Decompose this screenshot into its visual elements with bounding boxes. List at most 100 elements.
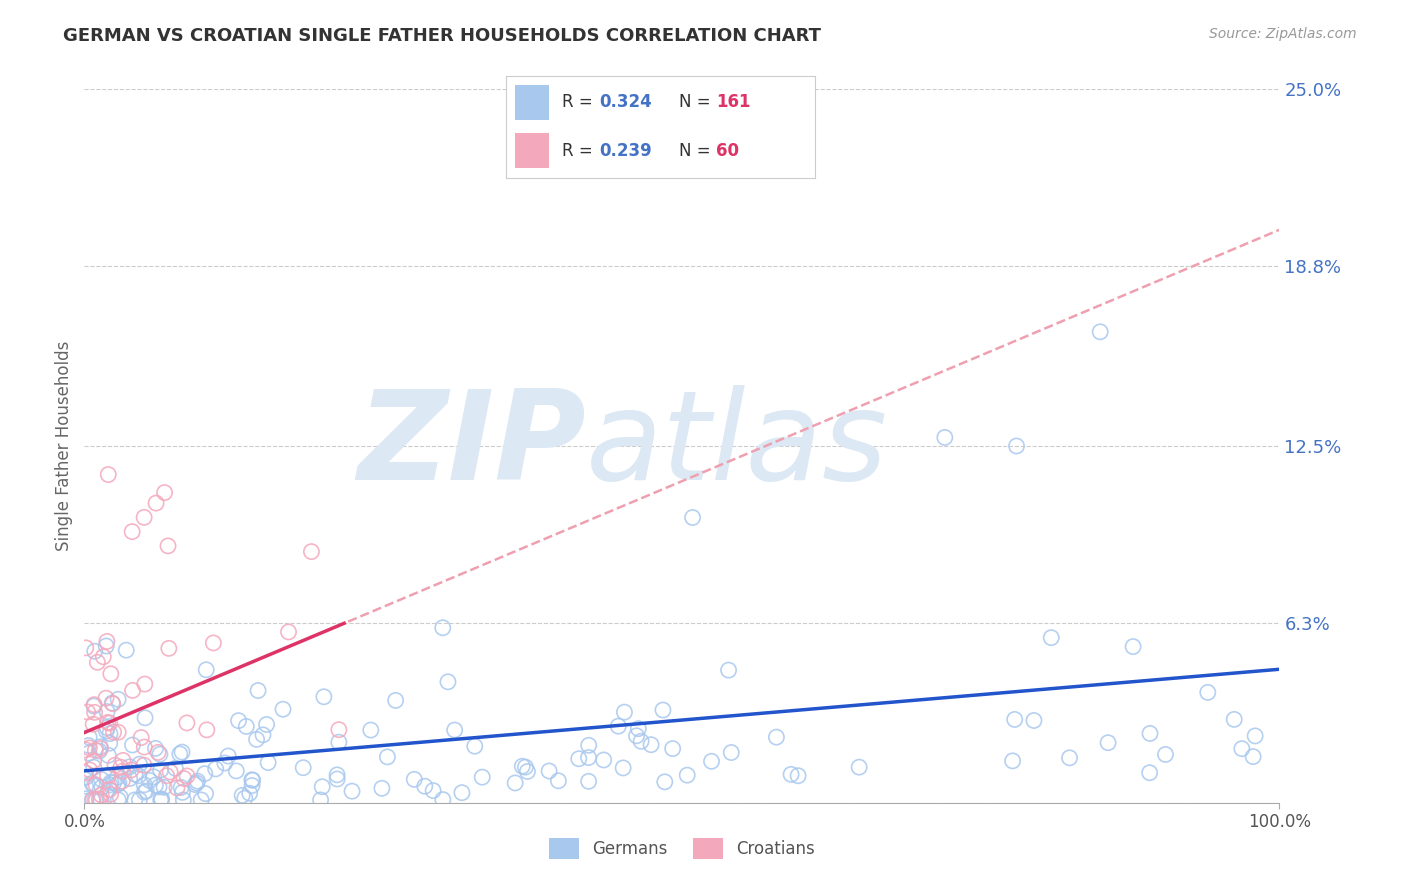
Point xyxy=(97,748,120,763)
Point xyxy=(247,683,270,698)
Point xyxy=(240,779,263,793)
Point xyxy=(134,785,156,799)
Point xyxy=(153,485,176,500)
Point xyxy=(627,722,650,736)
Point xyxy=(75,640,97,655)
Text: 60: 60 xyxy=(717,142,740,160)
Point xyxy=(165,761,187,775)
Point xyxy=(84,778,107,792)
Point xyxy=(661,741,683,756)
Point xyxy=(630,734,652,748)
Point xyxy=(1223,712,1246,726)
Point xyxy=(100,787,122,801)
Point xyxy=(225,764,247,778)
Point xyxy=(547,773,569,788)
Point xyxy=(108,776,131,790)
Point xyxy=(146,746,169,760)
Point xyxy=(145,496,167,510)
Point xyxy=(194,766,217,780)
Point xyxy=(340,784,363,798)
Point xyxy=(124,767,146,781)
Point xyxy=(578,739,600,753)
Point xyxy=(787,769,810,783)
Point xyxy=(173,772,195,786)
Point xyxy=(79,740,101,755)
Point xyxy=(404,772,426,787)
Point xyxy=(75,765,97,780)
Point xyxy=(166,780,188,795)
Point xyxy=(510,759,533,773)
Point xyxy=(83,754,105,768)
Point xyxy=(202,636,225,650)
Point xyxy=(228,714,250,728)
Point xyxy=(235,719,257,733)
Point xyxy=(89,791,111,805)
Point xyxy=(301,544,323,558)
Point xyxy=(464,739,486,754)
Point xyxy=(96,634,118,648)
Point xyxy=(626,729,648,743)
Point xyxy=(568,752,591,766)
Point xyxy=(195,723,218,737)
Point xyxy=(443,723,465,737)
Point xyxy=(83,644,105,658)
Point xyxy=(731,125,754,139)
Point xyxy=(107,725,129,739)
Point xyxy=(309,793,332,807)
Point xyxy=(214,756,236,770)
Point xyxy=(134,739,156,754)
Point xyxy=(111,774,134,789)
Point xyxy=(138,773,160,788)
Point xyxy=(121,524,143,539)
Point xyxy=(103,775,125,789)
Point xyxy=(413,779,436,793)
Point xyxy=(682,510,704,524)
Point xyxy=(326,772,349,786)
Point xyxy=(83,698,105,712)
Point xyxy=(1230,741,1253,756)
Point xyxy=(245,732,267,747)
Text: R =: R = xyxy=(562,142,598,160)
Point xyxy=(97,467,120,482)
Point xyxy=(128,793,150,807)
Point xyxy=(97,715,120,730)
Point xyxy=(765,730,787,744)
Point xyxy=(84,793,107,807)
Point xyxy=(257,756,280,770)
Point xyxy=(98,782,121,797)
Point xyxy=(176,769,198,783)
Point xyxy=(1004,713,1026,727)
Point xyxy=(437,674,460,689)
Point xyxy=(107,793,129,807)
Text: 0.324: 0.324 xyxy=(599,94,652,112)
Point xyxy=(328,735,350,749)
Point xyxy=(75,743,97,757)
Text: R =: R = xyxy=(562,94,598,112)
Point xyxy=(451,786,474,800)
Point xyxy=(83,699,105,714)
Point xyxy=(75,770,97,784)
Point xyxy=(82,793,104,807)
Point xyxy=(159,764,181,779)
Point xyxy=(240,772,263,787)
Legend: Germans, Croatians: Germans, Croatians xyxy=(543,831,821,866)
Point xyxy=(90,788,112,802)
Point xyxy=(89,739,111,754)
Point xyxy=(503,776,526,790)
Point xyxy=(118,760,141,774)
Point xyxy=(1097,736,1119,750)
Point xyxy=(120,763,142,777)
Point xyxy=(1001,754,1024,768)
Point xyxy=(86,793,108,807)
Point xyxy=(98,726,121,740)
Point xyxy=(96,705,118,719)
Point xyxy=(578,774,600,789)
Point xyxy=(1244,729,1267,743)
Point xyxy=(195,663,218,677)
Point xyxy=(652,703,675,717)
Point xyxy=(432,621,454,635)
Point xyxy=(98,736,121,750)
Point xyxy=(129,731,152,745)
Point xyxy=(90,772,112,787)
Point xyxy=(1122,640,1144,654)
